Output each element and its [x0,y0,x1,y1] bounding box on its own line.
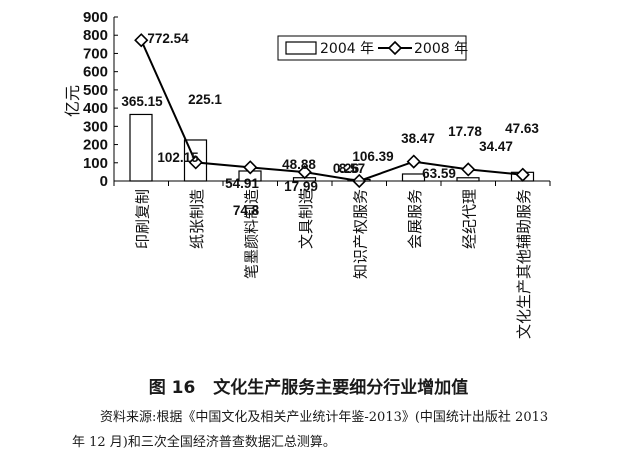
y-tick-label: 900 [83,9,108,26]
legend-marker-2008 [387,40,403,56]
marker-2008 [461,162,476,177]
figure-number: 图 16 [148,378,196,398]
marker-2008 [188,155,203,170]
y-tick-label: 500 [83,82,108,99]
bar-2004 [129,113,153,182]
y-tick-label: 0 [100,173,108,190]
y-tick-label: 400 [83,100,108,117]
x-category-label: 纸张制造 [188,189,206,249]
data-label-2008: 102.15 [157,150,199,165]
y-tick-label: 100 [83,155,108,172]
x-category-label: 文化生产其他辅助服务 [515,189,533,339]
data-label-2004: 225.1 [188,92,222,107]
data-label-2004: 17.99 [284,179,318,194]
data-label-2008: 34.47 [479,139,513,154]
y-tick-label: 200 [83,137,108,154]
data-label-2008: 772.54 [147,31,189,46]
data-label-2008: 106.39 [352,149,393,164]
legend-label-2004: 2004 年 [320,41,374,57]
marker-2008 [134,33,149,48]
data-label-2008: 74.8 [233,203,260,218]
y-tick-label: 700 [83,45,108,62]
marker-2008 [243,160,258,175]
marker-2008 [406,154,421,169]
marker-2008 [297,164,312,180]
x-category-label: 经纪代理 [460,189,478,249]
data-label-2004: 365.15 [121,94,163,109]
x-category-label: 文具制造 [297,189,315,249]
y-tick-label: 600 [83,64,108,81]
x-category-label: 笔墨颜料制造 [242,189,260,279]
x-category-label: 印刷复制 [133,189,151,249]
line-2008 [140,39,523,182]
figure-title: 文化生产服务主要细分行业增加值 [213,378,469,398]
legend-label-2008: 2008 年 [414,41,468,57]
data-label-2004: 54.91 [225,176,259,191]
data-label-2004: 38.47 [401,131,435,146]
data-label-2004: 17.78 [448,124,482,139]
x-category-label: 会展服务 [406,189,424,249]
data-label-2008: 63.59 [422,166,456,181]
y-axis-label: 亿元 [63,85,82,117]
y-tick-label: 300 [83,118,108,135]
source-note: 资料来源:根据《中国文化及相关产业统计年鉴-2013》(中国统计出版社 2013… [72,410,549,450]
x-category-label: 知识产权服务 [351,189,369,279]
y-tick-label: 800 [83,27,108,44]
data-label-2004: 47.63 [505,121,539,136]
data-label-2004: 8.57 [339,161,365,176]
legend-swatch-2004 [285,41,317,55]
data-label-2008: 0.26 [333,161,360,176]
data-label-2008: 48.88 [282,157,316,172]
figure-caption: 图 16 文化生产服务主要细分行业增加值 [0,373,617,398]
